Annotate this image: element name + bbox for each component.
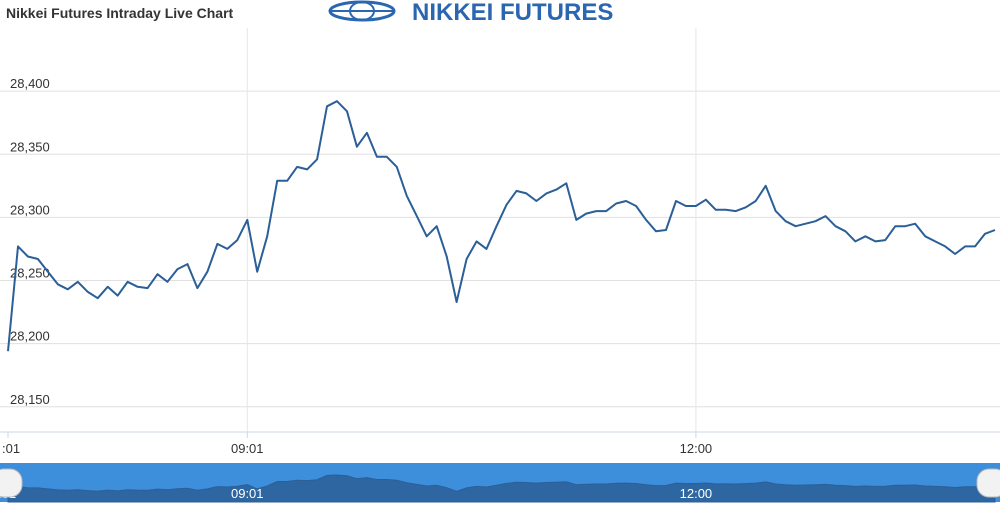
navigator-area — [7, 474, 996, 503]
plot-area: 28,150 28,200 28,250 28,300 28,350 28,400 :01 0… — [0, 28, 1000, 503]
navigator-handle — [0, 468, 23, 498]
x-tick-label: 12:00 — [680, 441, 713, 456]
y-tick-label: 28,300 — [10, 202, 50, 217]
navigator-label: 12:00 — [680, 486, 713, 501]
y-tick-label: 28,350 — [10, 139, 50, 154]
y-tick-label: 28,150 — [10, 392, 50, 407]
chart-title: Nikkei Futures Intraday Live Chart — [6, 5, 234, 21]
y-tick-label: 28,200 — [10, 329, 50, 344]
x-tick-label: :01 — [2, 441, 20, 456]
y-tick-label: 28,250 — [10, 266, 50, 281]
x-tick-label: 09:01 — [231, 441, 264, 456]
logo-text: NIKKEI FUTURES — [412, 0, 613, 26]
logo: NIKKEI FUTURES — [328, 0, 613, 26]
navigator-handle — [976, 468, 1000, 498]
navigator-label: 09:01 — [231, 486, 264, 501]
price-line — [7, 100, 996, 352]
y-tick-label: 28,400 — [10, 76, 50, 91]
